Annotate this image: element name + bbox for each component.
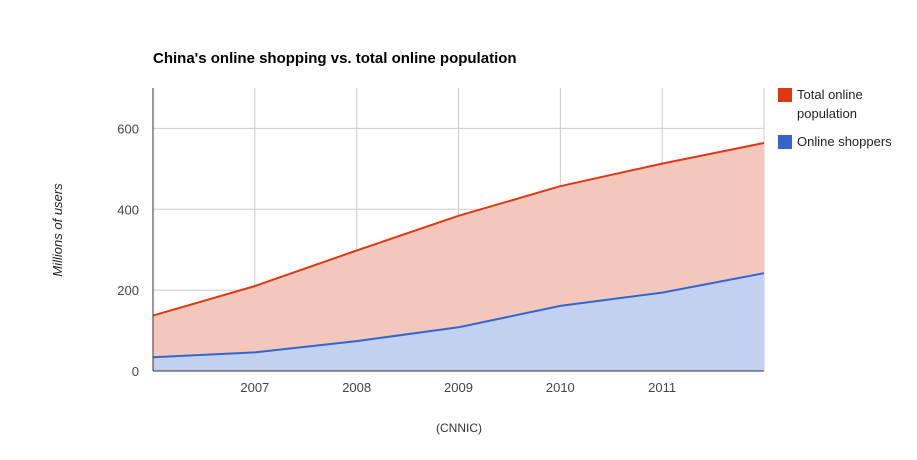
- series-area-1: [153, 273, 764, 371]
- y-axis-title: Millions of users: [50, 183, 65, 277]
- series-line-1: [152, 272, 765, 359]
- x-tick-label-2010: 2010: [546, 380, 575, 395]
- legend: Total online population Online shoppers: [778, 87, 892, 149]
- legend-swatch-0: [778, 88, 792, 102]
- legend-swatch-1: [778, 135, 792, 149]
- series-line-0: [152, 142, 765, 317]
- legend-label-1-0: Online shoppers: [797, 134, 892, 149]
- x-tick-label-2007: 2007: [240, 380, 269, 395]
- legend-label-0-0: Total online: [797, 87, 863, 102]
- plot-area: 0 200 400 600 2007 2008 2009 2010 2011: [117, 88, 765, 395]
- y-tick-label-600: 600: [117, 121, 139, 136]
- x-tick-label-2008: 2008: [342, 380, 371, 395]
- x-tick-label-2009: 2009: [444, 380, 473, 395]
- y-tick-label-0: 0: [132, 364, 139, 379]
- y-tick-label-200: 200: [117, 283, 139, 298]
- legend-label-0-1: population: [797, 106, 857, 121]
- chart-title: China's online shopping vs. total online…: [153, 50, 517, 67]
- x-tick-label-2011: 2011: [648, 380, 676, 395]
- source-caption: (CNNIC): [436, 421, 482, 435]
- y-tick-label-400: 400: [117, 202, 139, 217]
